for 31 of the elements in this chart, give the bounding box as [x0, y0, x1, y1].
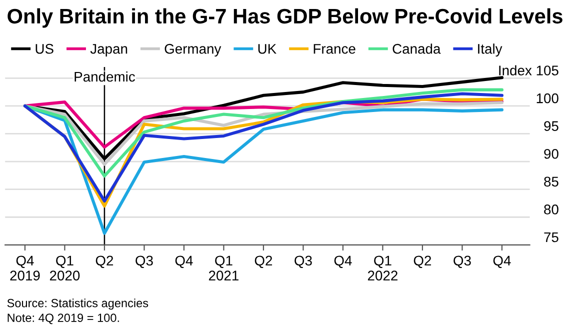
legend-label: Japan [90, 44, 128, 57]
legend-label: Germany [164, 44, 222, 57]
y-tick-label: 90 [544, 148, 558, 159]
x-tick-label: Q3 [136, 256, 153, 268]
legend-label: France [314, 44, 356, 54]
legend-label: Canada [392, 44, 441, 54]
x-tick-label: Q4 2019 [10, 256, 40, 280]
source-note: Source: Statistics agencies [7, 298, 148, 310]
y-tick-label: 95 [544, 121, 558, 131]
x-tick-label: Q1 2020 [50, 256, 80, 280]
legend-label: US [36, 44, 54, 54]
x-tick-label: Q4 [493, 256, 511, 268]
text: Note: 4Q 2019 = 100. [8, 314, 119, 324]
y-tick-label: 85 [544, 176, 558, 187]
x-tick-label: Q3 [454, 256, 471, 268]
y-tick-label: Index 105 [499, 65, 558, 76]
x-tick-label: Q2 [254, 256, 272, 268]
ref-line-label: Pandemic [74, 71, 135, 82]
x-tick-label: Q2 [96, 256, 114, 268]
x-tick-label: Q1 2022 [368, 256, 398, 280]
legend-label: Italy [478, 44, 502, 57]
y-tick-label: 80 [544, 204, 558, 214]
y-tick-label: 100 [536, 93, 558, 104]
chart-title: Only Britain in the G-7 Has GDP Below Pre-Covid Levels [8, 8, 562, 28]
legend-label: UK [258, 44, 276, 54]
y-tick-label: 75 [544, 232, 558, 242]
x-tick-label: Q4 [175, 256, 193, 268]
x-tick-label: Q4 [334, 256, 352, 268]
x-tick-label: Q1 2021 [208, 256, 238, 280]
x-tick-label: Q3 [294, 256, 312, 268]
x-tick-label: Q2 [414, 256, 432, 268]
